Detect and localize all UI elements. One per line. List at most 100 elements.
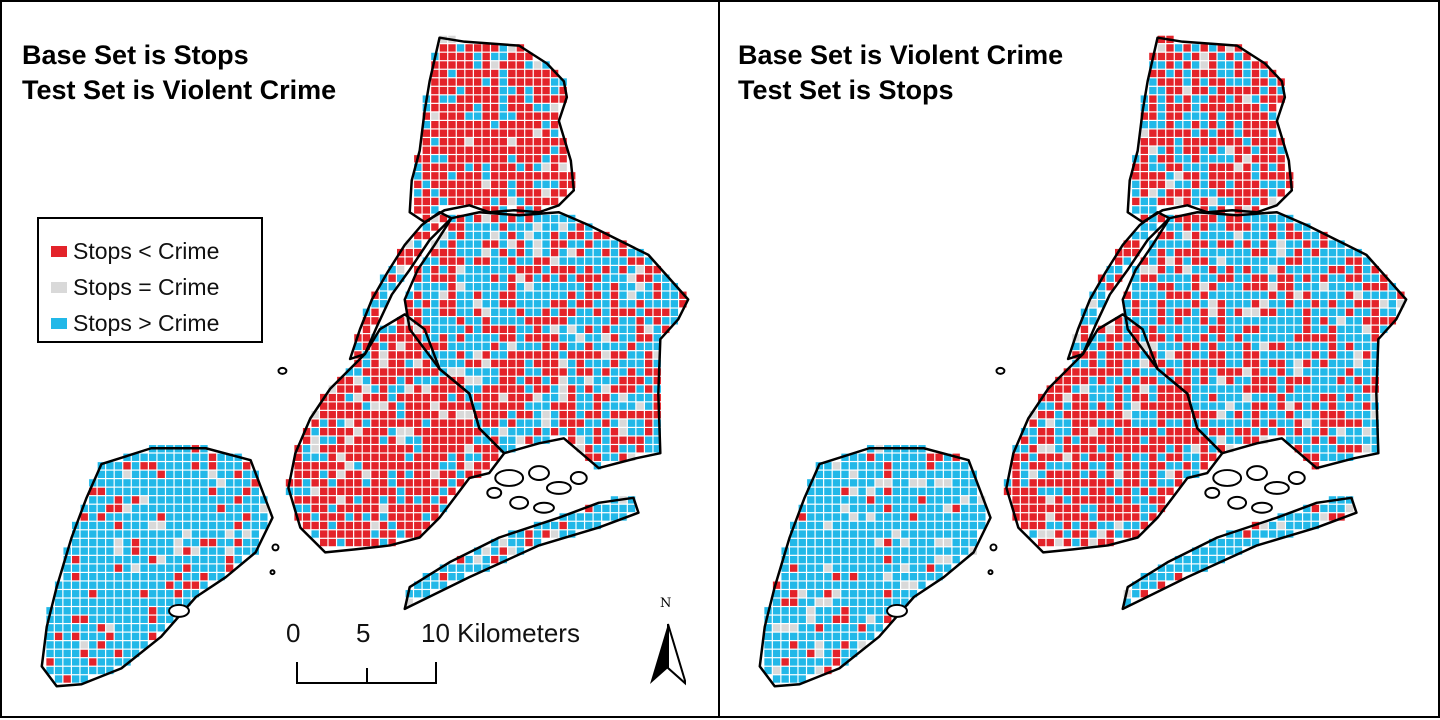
grid-cell xyxy=(97,564,106,572)
grid-cell xyxy=(790,615,798,623)
grid-cell xyxy=(1114,436,1123,444)
grid-cell xyxy=(89,530,97,538)
grid-cell xyxy=(1046,513,1054,521)
grid-cell xyxy=(1140,325,1149,334)
grid-cell xyxy=(123,530,131,538)
grid-cell xyxy=(559,376,567,385)
grid-cell xyxy=(1149,385,1157,393)
grid-cell xyxy=(926,530,935,538)
grid-cell xyxy=(473,291,482,299)
grid-cell xyxy=(627,291,636,299)
grid-cell xyxy=(473,462,482,470)
grid-cell xyxy=(362,359,371,368)
grid-cell xyxy=(1234,163,1243,171)
grid-cell xyxy=(832,598,841,606)
grid-cell xyxy=(465,470,473,478)
grid-cell xyxy=(807,624,815,632)
grid-cell xyxy=(645,368,653,376)
grid-cell xyxy=(422,300,431,308)
grid-cell xyxy=(1217,214,1225,223)
grid-cell xyxy=(892,590,900,598)
grid-cell xyxy=(320,487,328,496)
grid-cell xyxy=(662,317,670,325)
grid-cell xyxy=(491,274,499,282)
grid-cell xyxy=(593,334,602,342)
grid-cell xyxy=(1209,112,1217,120)
grid-cell xyxy=(491,248,499,257)
grid-cell xyxy=(1166,393,1174,402)
grid-cell xyxy=(841,607,849,615)
grid-cell xyxy=(909,513,918,521)
grid-cell xyxy=(1328,513,1337,521)
grid-cell xyxy=(516,317,525,325)
grid-cell xyxy=(525,206,533,214)
grid-cell xyxy=(405,598,413,606)
grid-cell xyxy=(1029,470,1037,478)
grid-cell xyxy=(824,615,832,623)
grid-cell xyxy=(379,385,388,393)
grid-cell xyxy=(516,223,525,231)
grid-cell xyxy=(1294,300,1302,308)
grid-cell xyxy=(499,283,507,291)
grid-cell xyxy=(1337,410,1345,419)
grid-cell xyxy=(396,530,405,538)
grid-cell xyxy=(465,223,473,231)
grid-cell xyxy=(448,291,456,299)
grid-cell xyxy=(260,496,268,504)
grid-cell xyxy=(191,487,200,496)
grid-cell xyxy=(448,95,456,103)
grid-cell xyxy=(636,342,644,351)
grid-cell xyxy=(1363,325,1371,334)
grid-cell xyxy=(1174,334,1183,342)
grid-cell xyxy=(807,658,815,666)
grid-cell xyxy=(1363,300,1371,308)
grid-cell xyxy=(320,410,328,419)
grid-cell xyxy=(473,351,482,359)
grid-cell xyxy=(1286,376,1294,385)
grid-cell xyxy=(593,385,602,393)
grid-cell xyxy=(645,419,653,427)
grid-cell xyxy=(456,129,465,137)
grid-cell xyxy=(337,504,345,513)
grid-cell xyxy=(1089,504,1097,513)
grid-cell xyxy=(1029,428,1037,436)
grid-cell xyxy=(508,69,516,78)
grid-cell xyxy=(439,308,448,316)
grid-cell xyxy=(832,462,841,470)
grid-cell xyxy=(1320,317,1328,325)
grid-cell xyxy=(1328,300,1337,308)
grid-cell xyxy=(405,419,413,427)
grid-cell xyxy=(781,675,789,683)
grid-cell xyxy=(653,300,661,308)
grid-cell xyxy=(388,410,396,419)
grid-cell xyxy=(1072,445,1080,453)
grid-cell xyxy=(148,462,157,470)
grid-cell xyxy=(1311,240,1320,248)
grid-cell xyxy=(123,538,131,547)
grid-cell xyxy=(1097,410,1106,419)
grid-cell xyxy=(328,521,336,530)
grid-cell xyxy=(1260,121,1268,129)
grid-cell xyxy=(841,581,849,589)
grid-cell xyxy=(610,265,619,274)
grid-cell xyxy=(1251,317,1260,325)
grid-cell xyxy=(1234,334,1243,342)
grid-cell xyxy=(131,564,140,572)
grid-cell xyxy=(1260,283,1268,291)
grid-cell xyxy=(1234,368,1243,376)
grid-cell xyxy=(1140,393,1149,402)
grid-cell xyxy=(234,538,242,547)
grid-cell xyxy=(456,78,465,86)
grid-cell xyxy=(456,112,465,120)
grid-cell xyxy=(174,521,182,530)
grid-cell xyxy=(491,44,499,52)
grid-cell xyxy=(97,496,106,504)
grid-cell xyxy=(72,624,80,632)
grid-cell xyxy=(1072,538,1080,547)
grid-cell xyxy=(1166,402,1174,410)
grid-cell xyxy=(1328,410,1337,419)
grid-cell xyxy=(345,376,354,385)
grid-cell xyxy=(815,555,824,564)
grid-cell xyxy=(559,342,567,351)
grid-cell xyxy=(1200,419,1208,427)
